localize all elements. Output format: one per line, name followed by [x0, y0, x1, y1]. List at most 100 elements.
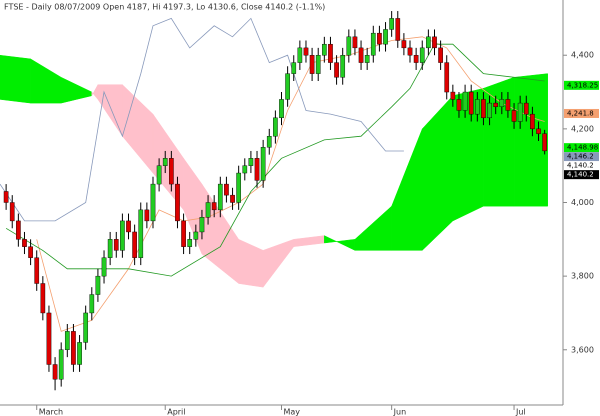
candle-body: [144, 209, 150, 222]
candle-body: [16, 220, 21, 240]
cloud-segment: [483, 76, 515, 207]
price-label-box: [564, 80, 599, 90]
candle-body: [113, 239, 119, 251]
candle-body: [419, 47, 425, 63]
candle-body: [169, 158, 174, 185]
price-label: 4,241.8: [567, 109, 594, 117]
price-label-box: [564, 170, 599, 180]
candle-body: [77, 342, 82, 365]
candle-body: [511, 110, 517, 122]
x-tick-label: March: [39, 408, 63, 416]
candle-body: [52, 364, 58, 380]
candle-body: [260, 147, 266, 181]
candle-body: [413, 55, 419, 63]
indicator-line: [0, 17, 404, 222]
candle-body: [266, 136, 272, 148]
candle-body: [211, 202, 217, 211]
candle-body: [474, 99, 480, 115]
candle-body: [468, 91, 474, 115]
cloud-segment: [0, 54, 31, 104]
candle-body: [22, 239, 27, 247]
candle-body: [377, 32, 382, 45]
candle-body: [132, 231, 137, 258]
candle-body: [303, 47, 309, 56]
candle-body: [205, 202, 211, 218]
price-label: 4,318.25: [567, 81, 598, 89]
candle-body: [236, 172, 242, 203]
y-tick-label: 3,800: [571, 272, 594, 281]
candle-body: [505, 99, 511, 111]
candle-body: [389, 18, 394, 30]
candle-body: [462, 91, 468, 111]
candle-body: [523, 102, 529, 115]
candle-body: [279, 99, 284, 119]
y-tick-label: 4,400: [571, 51, 594, 60]
candle-body: [217, 183, 223, 211]
candle-body: [297, 47, 303, 63]
candle-body: [530, 113, 535, 130]
candle-body: [138, 209, 144, 258]
candle-body: [438, 47, 443, 63]
candle-body: [28, 246, 33, 258]
candle-body: [401, 40, 407, 49]
candle-body: [358, 47, 364, 63]
candle-body: [493, 102, 499, 107]
candle-body: [340, 55, 346, 78]
candle-body: [291, 62, 297, 74]
chart-title: FTSE - Daily 08/07/2009 Open 4187, Hi 41…: [4, 3, 325, 12]
candle-body: [456, 99, 462, 111]
x-tick-label: May: [284, 408, 301, 416]
candle-body: [181, 220, 186, 247]
candle-body: [3, 191, 9, 203]
price-label-box: [564, 108, 599, 118]
candle-body: [536, 128, 541, 134]
price-label: 4,140.2: [567, 171, 594, 179]
candle-body: [101, 257, 107, 277]
candle-body: [285, 73, 290, 100]
candle-body: [58, 349, 64, 380]
candle-body: [444, 62, 450, 93]
candle-body: [334, 62, 339, 78]
candle-body: [426, 36, 431, 49]
y-tick-label: 3,600: [571, 345, 594, 354]
candle-body: [328, 43, 333, 63]
candle-body: [156, 165, 162, 185]
candle-body: [254, 158, 260, 181]
candle-body: [499, 99, 505, 107]
candle-body: [46, 312, 52, 365]
candle-body: [95, 275, 101, 295]
candle-body: [175, 183, 180, 222]
candle-body: [432, 36, 437, 49]
candle-body: [187, 239, 193, 247]
candle-body: [126, 220, 131, 233]
candle-body: [230, 194, 235, 203]
candle-body: [242, 165, 248, 174]
price-label: 4,140.2: [567, 162, 594, 170]
y-tick-label: 4,000: [571, 198, 594, 207]
candle-body: [71, 331, 76, 365]
candle-body: [107, 239, 113, 258]
x-tick-label: Jun: [393, 408, 407, 416]
candle-body: [352, 36, 358, 49]
price-label-box: [564, 152, 599, 162]
candle-body: [481, 99, 486, 119]
price-label: 4,148.98: [567, 144, 598, 152]
candle-body: [224, 183, 229, 196]
candle-body: [34, 257, 40, 284]
candle-body: [321, 43, 327, 56]
candle-body: [83, 312, 89, 343]
candle-body: [248, 158, 254, 166]
price-label-box: [564, 161, 599, 171]
candle-body: [487, 102, 492, 119]
x-tick-label: Jul: [515, 408, 526, 416]
candle-body: [199, 217, 205, 233]
candle-body: [120, 220, 125, 251]
candle-body: [162, 158, 168, 166]
y-tick-label: 4,200: [571, 124, 594, 133]
candle-body: [346, 36, 352, 56]
candle-body: [9, 202, 15, 222]
candle-body: [89, 294, 95, 314]
x-tick-label: April: [167, 408, 185, 416]
candle-body: [407, 47, 413, 56]
candle-body: [315, 55, 321, 74]
